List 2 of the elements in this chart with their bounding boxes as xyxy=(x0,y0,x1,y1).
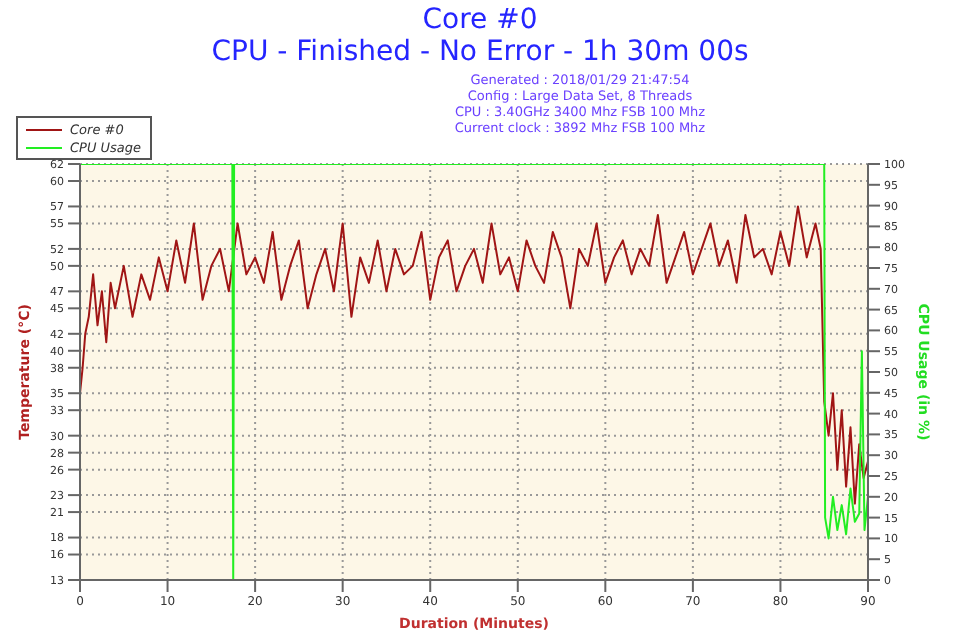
line-series xyxy=(80,205,868,505)
chart-title: Core #0 CPU - Finished - No Error - 1h 30m 00s xyxy=(209,4,751,68)
